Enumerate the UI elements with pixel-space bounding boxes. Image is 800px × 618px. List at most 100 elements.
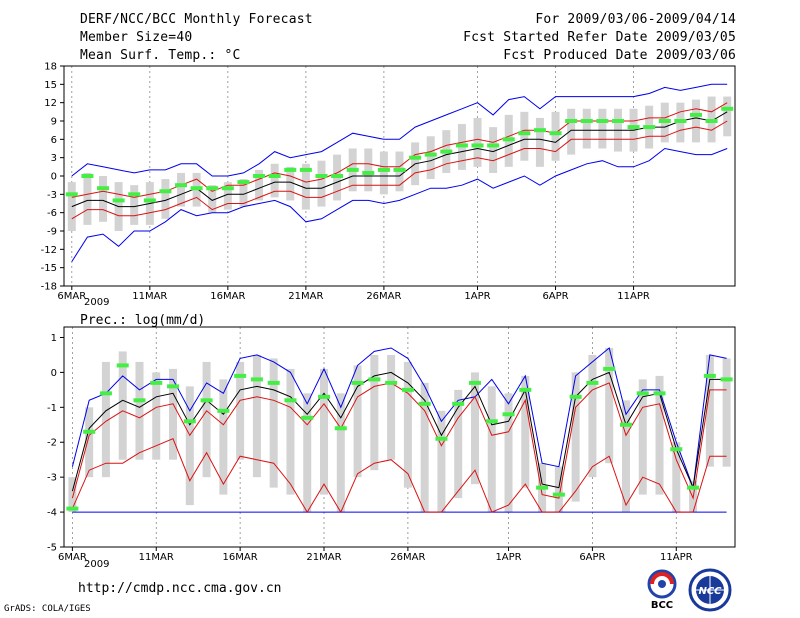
p1-ensemble-bar bbox=[185, 386, 194, 506]
p0-ensemble-bar bbox=[426, 136, 435, 180]
p0-forecast-marker bbox=[455, 143, 468, 148]
p0-ensemble-bar bbox=[177, 172, 186, 207]
p0-forecast-marker bbox=[596, 119, 609, 123]
p1-forecast-marker bbox=[267, 380, 280, 385]
p1-forecast-marker bbox=[401, 387, 414, 392]
p1-x-tick-label: 16MAR bbox=[223, 552, 258, 563]
p0-forecast-marker bbox=[674, 119, 687, 123]
p1-forecast-marker bbox=[569, 394, 582, 399]
year-label-top: 2009 bbox=[84, 297, 109, 308]
p1-y-tick-label: 1 bbox=[51, 333, 57, 344]
p0-y-tick-label: -15 bbox=[41, 263, 57, 274]
p1-ensemble-bar bbox=[219, 379, 228, 495]
p0-ensemble-bar bbox=[130, 185, 139, 225]
temperature-panel: 6MAR 11MAR 16MAR 21MAR 26MAR 1APR 6APR 11APR -18… bbox=[41, 62, 736, 302]
p0-forecast-marker bbox=[393, 167, 406, 172]
p1-ensemble-bar bbox=[454, 389, 463, 499]
p0-forecast-marker bbox=[611, 119, 624, 123]
p0-x-tick-label: 6MAR bbox=[57, 291, 86, 302]
p0-max-line bbox=[71, 83, 728, 177]
p1-ensemble-bar bbox=[353, 365, 362, 478]
p0-forecast-marker bbox=[580, 119, 593, 123]
p0-ensemble-bar bbox=[723, 96, 732, 137]
p1-forecast-marker bbox=[687, 485, 700, 490]
p1-y-tick-label: -4 bbox=[47, 508, 57, 519]
p1-forecast-marker bbox=[670, 447, 683, 452]
p0-forecast-marker bbox=[159, 189, 172, 194]
precipitation-panel: 6MAR 11MAR 16MAR 21MAR 26MAR 1APR 6APR 11APR -5 -… bbox=[47, 326, 736, 563]
p0-forecast-marker bbox=[721, 106, 734, 111]
p1-forecast-marker bbox=[250, 377, 263, 382]
p0-y-tick-label: -9 bbox=[47, 227, 57, 238]
ncc-logo-text: NCC bbox=[698, 586, 722, 597]
p0-ensemble-bar bbox=[83, 172, 92, 225]
p1-forecast-marker bbox=[536, 485, 549, 490]
year-label-bottom: 2009 bbox=[84, 559, 109, 570]
p1-forecast-marker bbox=[452, 401, 465, 406]
p0-min-line bbox=[71, 147, 728, 262]
p0-y-tick-label: 6 bbox=[51, 135, 57, 146]
p0-forecast-marker bbox=[705, 119, 718, 123]
p0-ensemble-bar bbox=[598, 108, 607, 149]
p1-x-tick-label: 11MAR bbox=[139, 552, 174, 563]
source-url[interactable]: http://cmdp.ncc.cma.gov.cn bbox=[78, 581, 282, 596]
p0-mean-line bbox=[71, 111, 728, 208]
p0-forecast-marker bbox=[643, 125, 656, 130]
p1-forecast-marker bbox=[66, 506, 79, 511]
p1-ensemble-bar bbox=[470, 372, 479, 485]
p1-ensemble-bar bbox=[504, 393, 513, 513]
p0-forecast-marker bbox=[627, 125, 640, 130]
p0-forecast-marker bbox=[377, 167, 390, 172]
p1-x-tick-label: 26MAR bbox=[390, 552, 425, 563]
p0-forecast-marker bbox=[221, 186, 234, 191]
p0-forecast-marker bbox=[331, 174, 344, 178]
p0-forecast-marker bbox=[128, 192, 141, 197]
p1-forecast-marker bbox=[703, 373, 716, 378]
p0-ensemble-bar bbox=[223, 182, 232, 210]
p1-ensemble-bar bbox=[169, 368, 178, 460]
p1-ensemble-bar bbox=[521, 375, 530, 488]
p0-ensemble-bar bbox=[535, 117, 544, 167]
p0-y-tick-label: 15 bbox=[44, 80, 57, 91]
p1-forecast-marker bbox=[485, 419, 498, 424]
p0-ensemble-bar bbox=[364, 148, 373, 192]
p0-x-tick-label: 21MAR bbox=[288, 291, 323, 302]
p1-ensemble-bar bbox=[588, 354, 597, 478]
p0-x-tick-label: 6APR bbox=[542, 291, 568, 302]
p0-forecast-marker bbox=[268, 174, 281, 178]
p1-mean-line bbox=[71, 371, 727, 492]
p1-ensemble-bar bbox=[571, 372, 580, 502]
p0-forecast-marker bbox=[549, 131, 562, 136]
p1-forecast-marker bbox=[116, 363, 129, 368]
p0-ensemble-bar bbox=[239, 179, 248, 207]
p1-ensemble-bar bbox=[152, 372, 161, 460]
p1-ensemble-bar bbox=[487, 386, 496, 513]
p1-forecast-marker bbox=[167, 384, 180, 389]
p1-ensemble-bar bbox=[336, 393, 345, 513]
p1-x-tick-label: 6MAR bbox=[58, 552, 87, 563]
bcc-logo-text: BCC bbox=[651, 600, 673, 610]
p1-max-line bbox=[71, 347, 727, 488]
p1-ensemble-bar bbox=[605, 347, 614, 464]
p1-ensemble-bar bbox=[85, 407, 94, 478]
start-date: Fcst Started Refer Date 2009/03/05 bbox=[463, 30, 736, 45]
variable-label: Mean Surf. Temp.: °C bbox=[80, 48, 241, 63]
p0-forecast-marker bbox=[299, 167, 312, 172]
p1-ensemble-bar bbox=[101, 361, 110, 478]
p0-x-tick-label: 26MAR bbox=[366, 291, 401, 302]
p1-forecast-marker bbox=[183, 419, 196, 424]
p0-y-tick-label: -6 bbox=[47, 208, 57, 219]
p0-ensemble-bar bbox=[379, 151, 388, 195]
p0-forecast-marker bbox=[362, 170, 375, 175]
p1-x-tick-label: 11APR bbox=[660, 552, 693, 563]
p1-x-tick-label: 1APR bbox=[495, 552, 521, 563]
p1-forecast-marker bbox=[519, 387, 532, 392]
p1-forecast-marker bbox=[133, 398, 146, 403]
p0-x-tick-label: 1APR bbox=[464, 291, 490, 302]
p0-forecast-marker bbox=[346, 167, 359, 172]
p1-ensemble-bar bbox=[387, 354, 396, 460]
p1-forecast-marker bbox=[200, 398, 213, 403]
p1-ensemble-bar bbox=[303, 393, 312, 513]
p1-y-tick-label: -1 bbox=[47, 403, 57, 414]
p1-ensemble-bar bbox=[554, 466, 563, 513]
